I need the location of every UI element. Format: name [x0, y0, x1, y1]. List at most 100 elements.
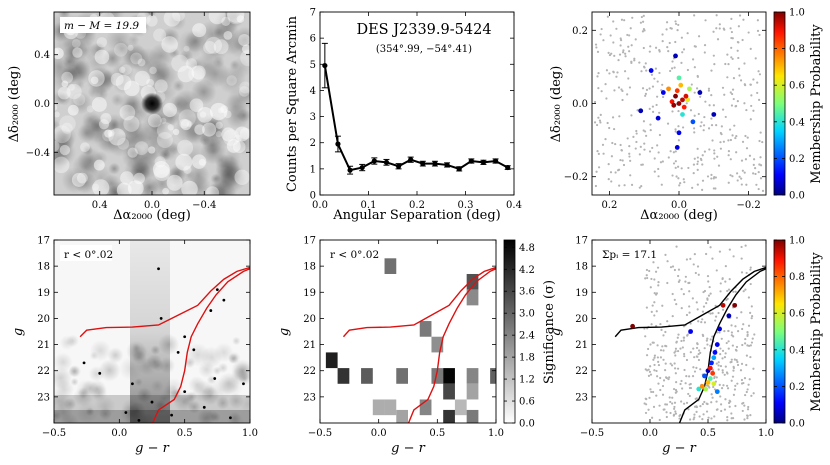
- cmd-density-star: [137, 418, 141, 422]
- membership-map-background-star: [722, 140, 725, 143]
- membership-map-background-star: [648, 50, 651, 53]
- cmd-members-background-star: [717, 364, 720, 367]
- cmd-significance-colorbar-tick-label: 4.2: [519, 265, 535, 276]
- membership-map-background-star: [743, 102, 746, 105]
- membership-map-background-star: [696, 168, 699, 172]
- membership-map-background-star: [672, 162, 676, 165]
- density-map-void: [197, 107, 213, 123]
- cmd-members-background-star: [741, 343, 744, 347]
- membership-map-background-star: [702, 129, 705, 132]
- membership-map-background-star: [696, 147, 699, 150]
- membership-map-background-star: [708, 148, 711, 151]
- density-map-void: [134, 141, 149, 156]
- membership-map-background-star: [597, 152, 600, 155]
- density-map-void: [162, 187, 169, 195]
- cmd-members-background-star: [681, 346, 684, 349]
- cmd-members-background-star: [661, 384, 665, 388]
- cmd-members-member: [711, 355, 717, 361]
- cmd-members-background-star: [728, 248, 731, 251]
- cmd-members-background-star: [724, 265, 727, 268]
- membership-map-background-star: [753, 158, 756, 161]
- cmd-members-background-star: [653, 369, 656, 372]
- cmd-members-background-star: [708, 285, 711, 289]
- cmd-density-blob: [228, 411, 242, 423]
- density-map-void: [177, 139, 194, 156]
- cmd-density-blob: [150, 344, 161, 356]
- cmd-members-background-star: [650, 277, 653, 281]
- cmd-members-background-star: [665, 411, 668, 414]
- density-map-void: [175, 153, 193, 171]
- cmd-members-background-star: [712, 385, 715, 389]
- cmd-significance-cell: [466, 368, 479, 384]
- membership-map-background-star: [642, 46, 645, 50]
- membership-map-background-star: [724, 115, 727, 119]
- cmd-members-background-star: [731, 417, 735, 420]
- density-map-void: [171, 54, 189, 73]
- density-map-blob: [168, 12, 187, 31]
- density-map-void: [192, 23, 207, 38]
- density-map-annotation-box: [60, 17, 146, 33]
- membership-map-background-star: [759, 156, 762, 159]
- cmd-members-background-star: [713, 415, 716, 418]
- cmd-members-background-star: [673, 401, 677, 404]
- cmd-members-background-star: [688, 305, 691, 308]
- membership-map-background-star: [682, 48, 686, 51]
- membership-map-background-star: [692, 171, 695, 175]
- membership-map-background-star: [752, 172, 755, 175]
- radial-profile-xtick-label: 0.0: [312, 200, 328, 211]
- cmd-members-background-star: [720, 337, 723, 340]
- cmd-members-background-star: [655, 394, 658, 397]
- radial-profile-point: [347, 167, 353, 173]
- membership-map-background-star: [623, 70, 627, 73]
- radial-profile-point: [444, 162, 450, 168]
- membership-map-background-star: [716, 38, 720, 41]
- membership-map-ticks: 0.2 0.0 −0.2 0.2 0.0 −0.2: [564, 12, 766, 211]
- cmd-density-blob: [76, 379, 95, 398]
- radial-profile-ytick-label: 4: [310, 86, 316, 97]
- cmd-members-background-star: [717, 361, 720, 364]
- cmd-members-ytick-label: 22: [575, 366, 588, 377]
- density-map-blob: [54, 119, 61, 131]
- membership-map-background-star: [627, 77, 630, 80]
- membership-map-background-star: [665, 21, 669, 24]
- membership-map-background-star: [715, 14, 718, 17]
- radial-profile-series: [321, 42, 511, 175]
- membership-map-member: [674, 88, 680, 94]
- density-map-ytick-label: 0.4: [34, 50, 50, 61]
- cmd-members-background-star: [719, 290, 722, 293]
- cmd-members-background-star: [688, 311, 691, 314]
- membership-map-background-star: [634, 147, 637, 150]
- membership-map-member: [669, 99, 675, 105]
- cmd-members-background-star: [718, 250, 722, 253]
- cmd-density-blob: [54, 379, 75, 400]
- membership-map-background-star: [727, 181, 730, 184]
- membership-map-colorbar-tick-label: 0.4: [789, 117, 805, 128]
- membership-map-colorbar: [773, 11, 786, 196]
- cmd-members-background-star: [644, 397, 647, 400]
- density-map-blob: [225, 104, 250, 129]
- cmd-members-background-star: [728, 278, 731, 281]
- cmd-members-background-star: [654, 293, 658, 296]
- cmd-members-background-star: [719, 395, 722, 398]
- membership-map-background-star: [661, 160, 664, 163]
- cmd-members-background-star: [724, 280, 727, 283]
- membership-map-background-star: [706, 175, 710, 178]
- cmd-members-background-star: [671, 396, 674, 399]
- cmd-members-background-star: [706, 402, 709, 406]
- membership-map-background-star: [754, 166, 757, 170]
- membership-map-background-star: [651, 105, 655, 108]
- cmd-density-blob: [136, 387, 152, 403]
- membership-map-background-star: [651, 146, 654, 150]
- density-map-void: [156, 132, 173, 149]
- membership-map-background-star: [710, 94, 713, 97]
- membership-map-background-star: [666, 122, 670, 125]
- density-map-blob: [108, 162, 121, 175]
- cmd-significance-colorbar-tick-label: 1.2: [519, 375, 535, 386]
- membership-map-background-star: [743, 171, 746, 174]
- cmd-members-background-star: [748, 378, 751, 381]
- cmd-members-background-star: [656, 344, 659, 347]
- membership-map-background-star: [699, 125, 702, 128]
- cmd-significance-colorbar-tick-label: 3.0: [519, 309, 535, 320]
- cmd-members-background-star: [711, 396, 714, 399]
